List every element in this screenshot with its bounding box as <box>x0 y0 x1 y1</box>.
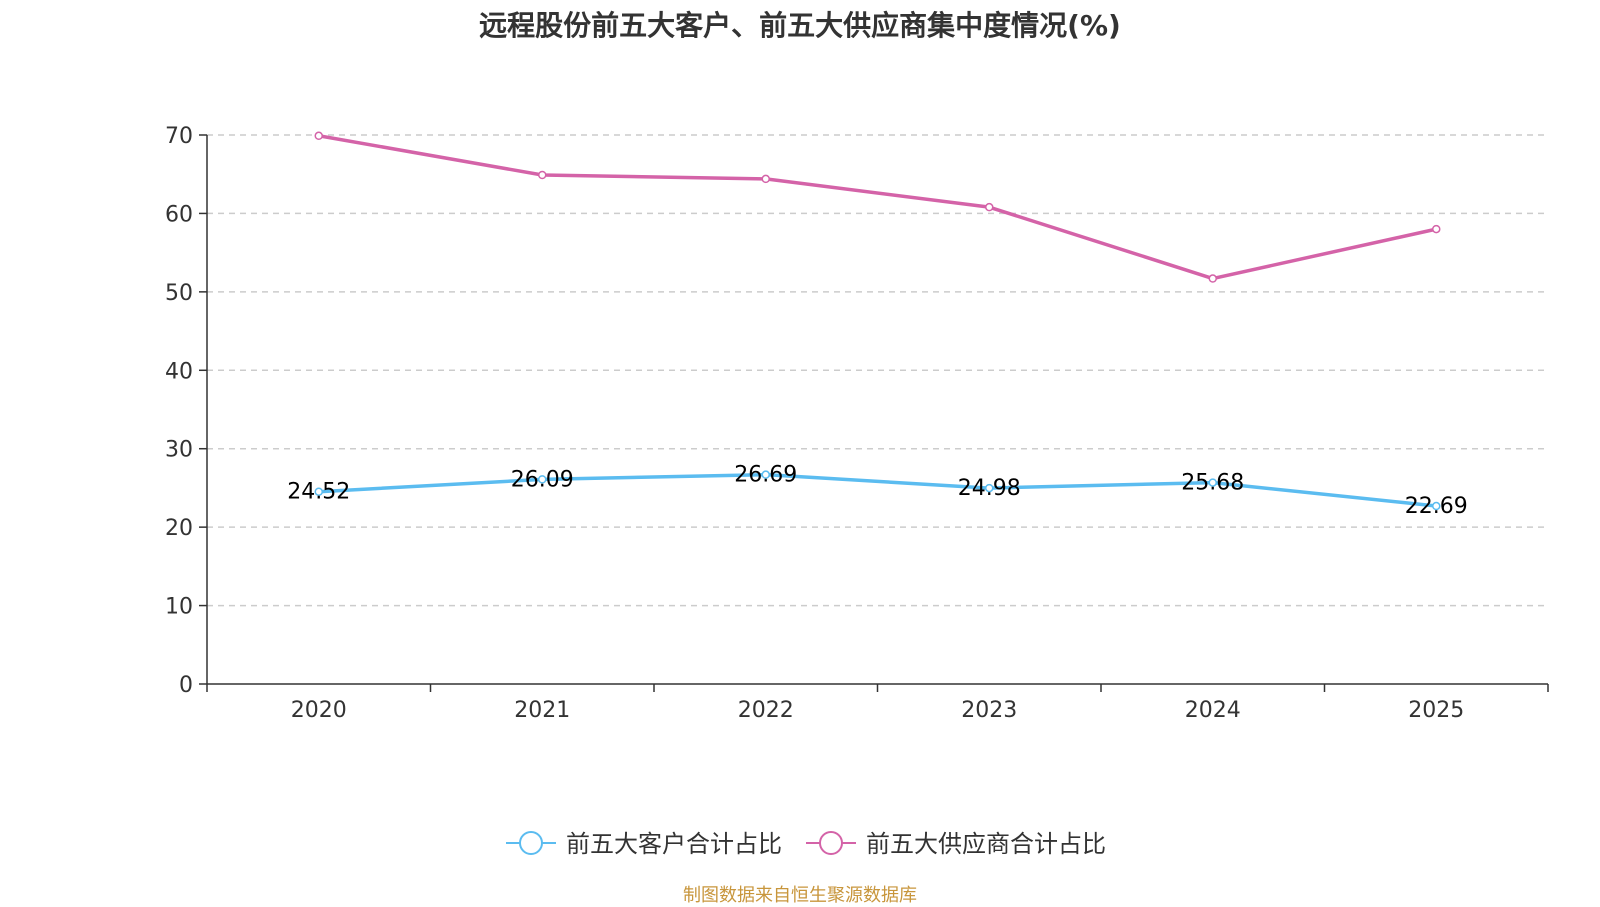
series-1-point-2020 <box>314 131 323 141</box>
source-note: 制图数据来自恒生聚源数据库 <box>683 885 917 906</box>
legend-label-1: 前五大供应商合计占比 <box>866 830 1106 858</box>
series-line-0 <box>318 472 1437 508</box>
y-tick-label-60: 60 <box>165 202 193 227</box>
x-tick-label-2021: 2021 <box>514 698 570 723</box>
legend-item-0[interactable]: 前五大客户合计占比 <box>506 830 782 858</box>
series-0-point-2023 <box>985 483 994 493</box>
data-label-2022: 26.69 <box>734 463 797 488</box>
x-tick-label-2022: 2022 <box>738 698 794 723</box>
series-1-point-2024 <box>1208 274 1217 283</box>
legend-label-0: 前五大客户合计占比 <box>566 830 782 858</box>
series-1-point-2021 <box>538 170 547 180</box>
series-0-point-2020 <box>314 487 323 496</box>
y-tick-label-70: 70 <box>165 124 193 149</box>
x-tick-label-2024: 2024 <box>1185 698 1241 723</box>
data-label-2024: 25.68 <box>1181 471 1244 496</box>
y-tick-label-40: 40 <box>165 359 193 384</box>
series-1-point-2022 <box>761 174 770 184</box>
y-tick-label-0: 0 <box>179 673 193 698</box>
legend[interactable]: 前五大客户合计占比 前五大供应商合计占比 <box>506 830 1106 858</box>
series-1-point-2023 <box>985 202 994 212</box>
x-tick-label-2023: 2023 <box>961 698 1017 723</box>
series-layer <box>314 131 1441 511</box>
data-labels: 24.52 26.09 26.69 24.98 25.68 22.69 <box>287 463 1467 519</box>
y-tick-label-10: 10 <box>165 595 193 620</box>
y-tick-label-50: 50 <box>165 281 193 306</box>
legend-marker-icon-1 <box>819 831 843 855</box>
chart-title: 远程股份前五大客户、前五大供应商集中度情况(%) <box>479 9 1121 42</box>
y-tick-label-30: 30 <box>165 438 193 463</box>
series-line-1 <box>318 134 1437 281</box>
data-label-2021: 26.09 <box>511 467 574 492</box>
x-tick-label-2025: 2025 <box>1408 698 1464 723</box>
series-0-point-2024 <box>1208 478 1217 487</box>
series-0-point-2021 <box>538 475 547 484</box>
legend-item-1[interactable]: 前五大供应商合计占比 <box>806 830 1106 858</box>
data-label-2023: 24.98 <box>958 476 1021 501</box>
data-label-2020: 24.52 <box>287 480 350 505</box>
x-tick-label-2020: 2020 <box>291 698 347 723</box>
legend-marker-icon-0 <box>519 831 543 855</box>
data-label-2025: 22.69 <box>1405 494 1468 519</box>
series-1-point-2025 <box>1432 224 1441 234</box>
axes: 0 10 20 30 40 50 60 70 2020 2021 2022 2023 2024 2025 <box>165 124 1549 723</box>
series-0-point-2022 <box>761 470 770 479</box>
y-tick-label-20: 20 <box>165 516 193 541</box>
series-0-point-2025 <box>1432 501 1441 511</box>
grid-lines <box>207 134 1548 607</box>
